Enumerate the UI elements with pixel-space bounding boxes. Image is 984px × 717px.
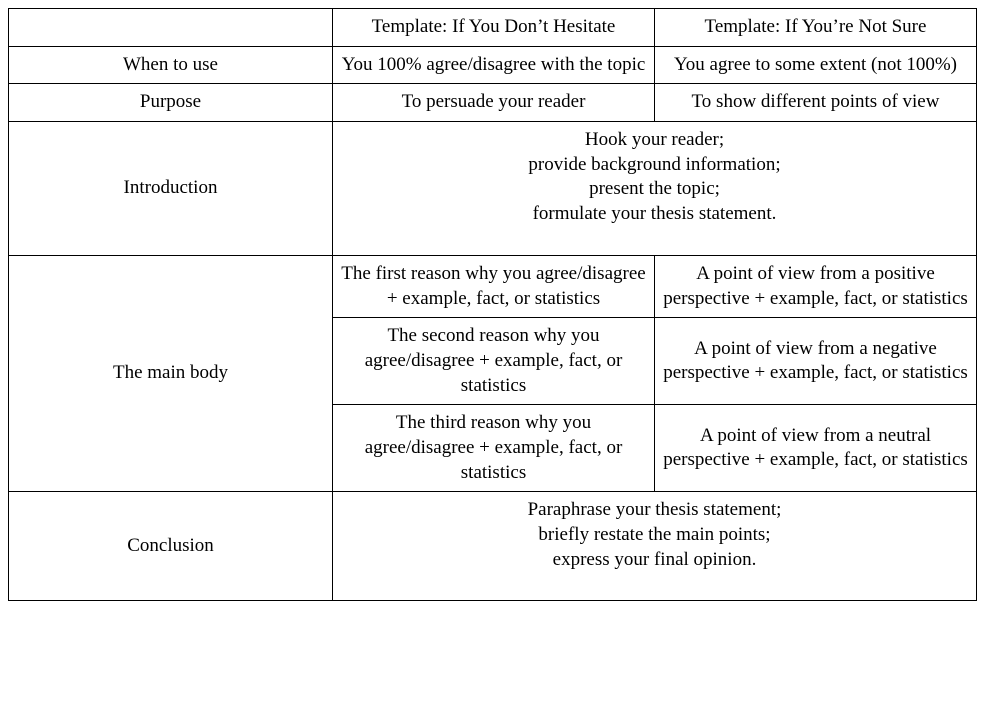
cell-purpose-hesitate: To persuade your reader	[333, 84, 655, 122]
table-row: The main body The first reason why you a…	[9, 255, 977, 317]
row-label-when: When to use	[9, 46, 333, 84]
cell-body1-notsure: A point of view from a positive perspect…	[655, 255, 977, 317]
header-col-notsure: Template: If You’re Not Sure	[655, 9, 977, 47]
row-label-introduction: Introduction	[9, 122, 333, 256]
header-col-hesitate: Template: If You Don’t Hesitate	[333, 9, 655, 47]
cell-when-hesitate: You 100% agree/disagree with the topic	[333, 46, 655, 84]
cell-conclusion-merged: Paraphrase your thesis statement; briefl…	[333, 492, 977, 601]
table-row: Purpose To persuade your reader To show …	[9, 84, 977, 122]
cell-body2-notsure: A point of view from a negative perspect…	[655, 318, 977, 405]
intro-line-3: present the topic;	[341, 177, 968, 202]
cell-body3-notsure: A point of view from a neutral perspecti…	[655, 405, 977, 492]
row-label-mainbody: The main body	[9, 255, 333, 492]
table-row: Conclusion Paraphrase your thesis statem…	[9, 492, 977, 601]
intro-line-2: provide background information;	[341, 153, 968, 178]
conclusion-line-2: briefly restate the main points;	[341, 523, 968, 548]
intro-line-4: formulate your thesis statement.	[341, 202, 968, 227]
table-row: Introduction Hook your reader; provide b…	[9, 122, 977, 256]
row-label-conclusion: Conclusion	[9, 492, 333, 601]
header-blank	[9, 9, 333, 47]
row-label-purpose: Purpose	[9, 84, 333, 122]
essay-template-table: Template: If You Don’t Hesitate Template…	[8, 8, 977, 601]
conclusion-line-1: Paraphrase your thesis statement;	[341, 498, 968, 523]
table-row: When to use You 100% agree/disagree with…	[9, 46, 977, 84]
table-row: Template: If You Don’t Hesitate Template…	[9, 9, 977, 47]
cell-body2-hesitate: The second reason why you agree/disagree…	[333, 318, 655, 405]
intro-line-1: Hook your reader;	[341, 128, 968, 153]
cell-purpose-notsure: To show different points of view	[655, 84, 977, 122]
cell-introduction-merged: Hook your reader; provide background inf…	[333, 122, 977, 256]
conclusion-line-3: express your final opinion.	[341, 548, 968, 573]
cell-body3-hesitate: The third reason why you agree/disagree …	[333, 405, 655, 492]
cell-body1-hesitate: The first reason why you agree/disagree …	[333, 255, 655, 317]
cell-when-notsure: You agree to some extent (not 100%)	[655, 46, 977, 84]
